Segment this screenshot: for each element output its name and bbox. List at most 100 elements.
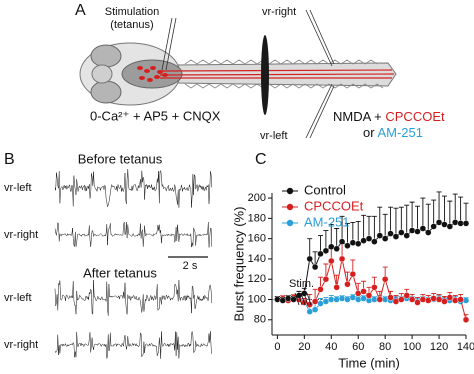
- data-point: [328, 257, 335, 265]
- annotation: vr-right: [262, 6, 296, 18]
- data-point: [387, 230, 394, 237]
- data-point: [462, 220, 470, 227]
- data-point: [317, 250, 324, 258]
- error-bar: [366, 215, 372, 239]
- y-axis-label: Burst frequency (%): [231, 207, 246, 322]
- annotation: Stimulation: [105, 6, 159, 18]
- data-point: [452, 219, 459, 226]
- trace: [54, 280, 213, 316]
- trace-title: After tetanus: [83, 265, 157, 280]
- scale-label: 2 s: [183, 260, 198, 272]
- x-axis-label: Time (min): [338, 355, 400, 370]
- trace: [54, 221, 213, 248]
- error-bar: [323, 230, 329, 251]
- stim-arrows: [294, 292, 312, 306]
- panel-label: C: [255, 151, 267, 168]
- data-point: [338, 255, 346, 263]
- error-bar: [452, 193, 458, 223]
- data-point: [371, 296, 378, 303]
- data-point: [344, 242, 351, 249]
- data-point: [371, 238, 378, 245]
- data-point: [284, 295, 292, 302]
- data-point: [381, 276, 389, 283]
- data-point: [414, 299, 421, 306]
- data-point: [403, 292, 410, 299]
- error-bar: [436, 191, 442, 223]
- data-point: [462, 297, 470, 304]
- data-point: [349, 270, 357, 278]
- error-bar: [409, 201, 415, 231]
- x-tick-label: 80: [379, 341, 391, 353]
- data-point: [403, 232, 410, 239]
- data-point: [274, 296, 281, 303]
- trace-title: Before tetanus: [78, 151, 163, 166]
- legend-label: AM-251: [304, 214, 350, 229]
- error-bar: [328, 223, 334, 247]
- x-tick-label: 100: [403, 341, 421, 353]
- annotation: CPCCOEt: [385, 109, 445, 124]
- data-point: [392, 233, 400, 240]
- data-point: [435, 219, 443, 226]
- y-tick-label: 160: [248, 233, 266, 245]
- data-point: [371, 284, 378, 291]
- error-bar: [382, 213, 388, 239]
- data-point: [419, 296, 427, 303]
- data-point: [365, 292, 373, 299]
- annotation: NMDA +: [333, 109, 385, 124]
- data-point: [425, 297, 432, 304]
- data-point: [414, 228, 421, 235]
- data-point: [311, 306, 319, 313]
- error-bar: [447, 200, 453, 227]
- error-bar: [307, 238, 313, 259]
- data-point: [419, 225, 427, 232]
- data-point: [333, 245, 340, 252]
- larva-diagram: [79, 9, 397, 139]
- y-tick-label: 180: [248, 212, 266, 224]
- legend-label: Control: [304, 182, 346, 197]
- error-bar: [463, 202, 469, 224]
- data-point: [430, 295, 437, 302]
- x-tick-label: 40: [325, 341, 337, 353]
- traces: [54, 168, 213, 359]
- data-point: [360, 295, 367, 302]
- y-tick-label: 200: [248, 192, 266, 204]
- data-point: [306, 308, 313, 315]
- data-point: [328, 243, 335, 250]
- data-point: [306, 255, 313, 263]
- data-point: [311, 298, 319, 305]
- data-point: [344, 296, 351, 303]
- data-point: [355, 290, 362, 297]
- trace-label: vr-right: [4, 339, 38, 351]
- error-bar: [350, 221, 356, 243]
- data-point: [355, 240, 362, 247]
- data-point: [392, 298, 400, 305]
- data-point: [408, 227, 416, 234]
- data-point: [279, 297, 286, 304]
- annotation: 0-Ca²⁺ + AP5 + CNQX: [90, 108, 221, 123]
- y-tick-label: 120: [248, 273, 266, 285]
- data-point: [344, 281, 351, 288]
- error-bar: [377, 206, 383, 236]
- data-point: [452, 297, 459, 304]
- y-tick-label: 140: [248, 253, 266, 265]
- data-point: [457, 296, 464, 303]
- x-tick-label: 140: [457, 341, 474, 353]
- data-point: [381, 296, 389, 303]
- trace: [54, 331, 213, 359]
- data-point: [338, 238, 346, 245]
- trace: [54, 168, 213, 208]
- panel-label: A: [75, 2, 86, 19]
- x-tick-label: 20: [298, 341, 310, 353]
- annotation: AM-251: [377, 125, 423, 140]
- error-bar: [415, 205, 420, 232]
- annotation: NMDA + CPCCOEt: [333, 109, 445, 124]
- data-point: [376, 232, 383, 239]
- data-point: [446, 223, 454, 230]
- data-point: [328, 296, 335, 303]
- data-point: [441, 298, 448, 305]
- y-tick-label: 80: [254, 314, 266, 326]
- annotation: vr-left: [260, 130, 288, 142]
- data-point: [317, 286, 324, 293]
- annotation: or: [363, 125, 375, 140]
